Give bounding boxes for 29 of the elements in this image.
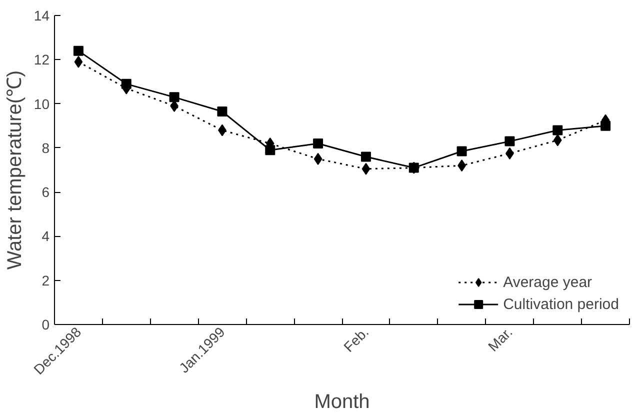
x-axis-title: Month <box>314 391 370 414</box>
point <box>217 106 228 117</box>
point <box>600 120 611 131</box>
point <box>360 152 371 162</box>
point <box>74 56 83 68</box>
point <box>553 134 562 146</box>
y-tick-label: 4 <box>42 228 50 244</box>
point <box>314 152 322 165</box>
y-tick-label: 6 <box>42 184 50 200</box>
point <box>169 92 180 102</box>
point <box>121 78 132 89</box>
y-tick-label: 8 <box>42 140 50 156</box>
point <box>504 136 515 146</box>
point <box>456 146 467 156</box>
point <box>265 145 276 156</box>
point <box>362 162 370 175</box>
y-tick-label: 12 <box>34 52 50 68</box>
point <box>313 138 324 149</box>
y-axis-title: Water temperature(℃) <box>4 70 26 270</box>
legend-label: Average year <box>503 274 592 290</box>
point <box>73 46 84 56</box>
y-tick-label: 0 <box>42 316 50 332</box>
y-tick-label: 10 <box>34 96 50 112</box>
x-tick-label: Mar. <box>484 324 516 354</box>
legend-label: Cultivation period <box>503 296 619 312</box>
point <box>552 125 563 136</box>
y-tick-label: 14 <box>34 8 50 24</box>
y-tick-label: 2 <box>42 272 50 288</box>
x-tick-label: Feb. <box>340 324 372 355</box>
